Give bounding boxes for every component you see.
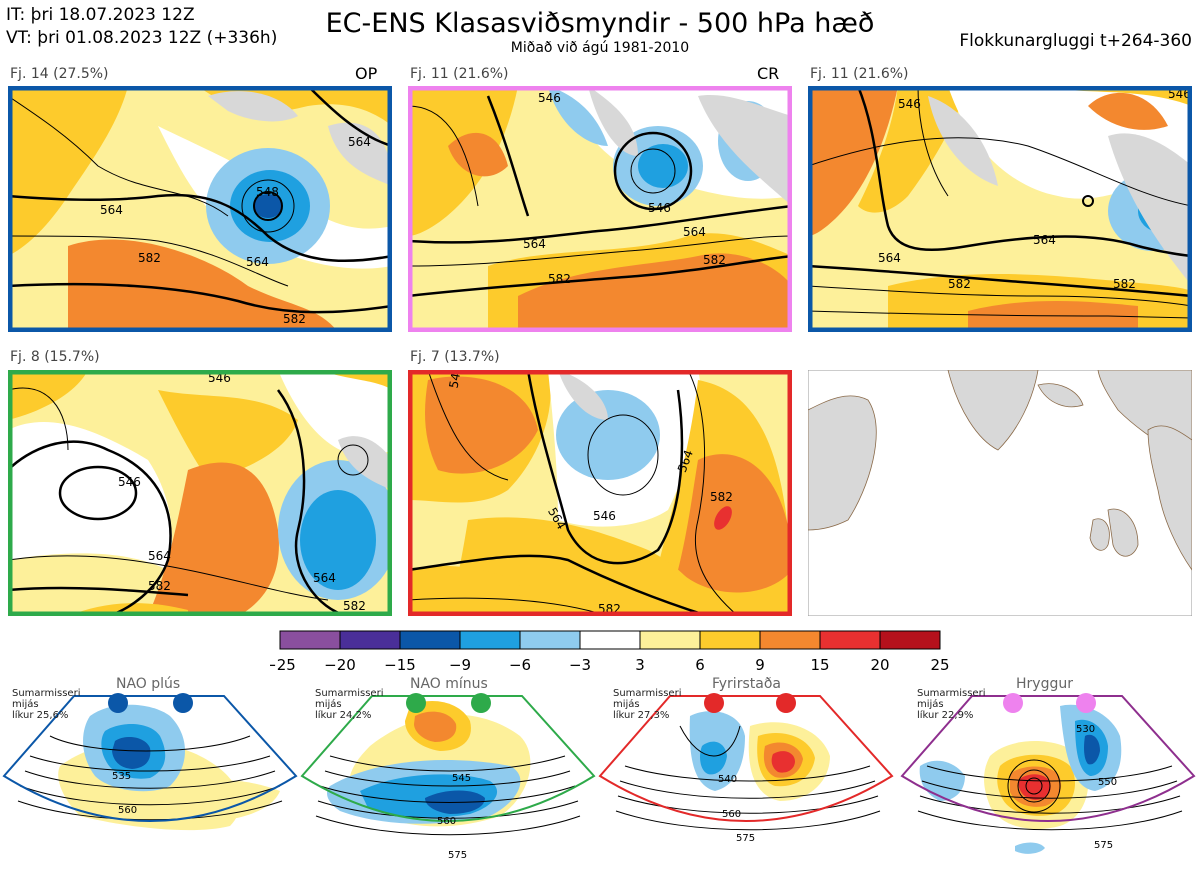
contour-label: 582	[138, 251, 161, 265]
cluster-map-2: 546 546 564 564 582 582	[408, 86, 792, 332]
page-title: EC-ENS Klasasviðsmyndir - 500 hPa hæð	[325, 8, 875, 39]
contour-label: 564	[348, 135, 371, 149]
colorbar-swatch	[819, 630, 881, 650]
contour-label: 564	[148, 549, 171, 563]
contour-label: 564	[683, 225, 706, 239]
contour-label: 548	[256, 185, 279, 199]
colorbar-swatch	[579, 630, 641, 650]
colorbar-tick-label: −15	[384, 656, 416, 674]
regime-blocking: 540 560 575	[598, 693, 894, 844]
svg-text:560: 560	[118, 805, 137, 816]
panel-border	[8, 86, 392, 332]
regime-1-name: NAO plús	[116, 676, 181, 692]
base-map	[808, 370, 1192, 616]
svg-text:530: 530	[1076, 724, 1095, 735]
colorbar-swatch	[399, 630, 461, 650]
contour-label: 546	[648, 201, 671, 215]
svg-text:550: 550	[1098, 777, 1117, 788]
colorbar-tick-label: 25	[930, 656, 949, 674]
contour-label: 582	[948, 277, 971, 291]
colorbar-swatch	[639, 630, 701, 650]
svg-text:560: 560	[722, 809, 741, 820]
page-subtitle: Miðað við ágú 1981-2010	[510, 40, 690, 56]
regime-4-info: Sumarmisseri mijás líkur 22,9%	[917, 688, 986, 721]
panel-2-label: Fj. 11 (21.6%)	[410, 66, 509, 82]
svg-text:575: 575	[1094, 840, 1113, 851]
colorbar-tick-label: −9	[449, 656, 471, 674]
initial-time: IT: þri 18.07.2023 12Z	[6, 5, 195, 25]
colorbar-swatch	[279, 630, 341, 650]
contour-label: 582	[343, 599, 366, 613]
colorbar-swatch	[759, 630, 821, 650]
panel-2-tag: CR	[757, 64, 780, 83]
colorbar-tick-label: 3	[635, 656, 645, 674]
panel-5-label: Fj. 7 (13.7%)	[410, 349, 500, 365]
colorbar: −25 −20 −15 −9 −6 −3 3 6 9 15 20 25	[270, 630, 950, 674]
cluster-map-5: 564 546 564 582 582 546	[408, 370, 792, 616]
regime-1-info: Sumarmisseri mijás líkur 25,6%	[12, 688, 81, 721]
contour-label: 582	[148, 579, 171, 593]
colorbar-tick-label: 6	[695, 656, 705, 674]
colorbar-tick-label: −25	[270, 656, 296, 674]
panel-1-tag: OP	[355, 64, 378, 83]
contour-label: 582	[548, 272, 571, 286]
contour-label: 564	[1033, 233, 1056, 247]
regime-3-name: Fyrirstaða	[712, 676, 781, 692]
colorbar-swatch	[519, 630, 581, 650]
panel-border	[808, 86, 1192, 332]
colorbar-tick-label: 15	[810, 656, 829, 674]
panel-1-label: Fj. 14 (27.5%)	[10, 66, 109, 82]
panel-4-label: Fj. 8 (15.7%)	[10, 349, 100, 365]
panel-border	[408, 370, 792, 616]
svg-text:535: 535	[112, 771, 131, 782]
regime-3-info: Sumarmisseri mijás líkur 27,3%	[613, 688, 682, 721]
svg-text:575: 575	[736, 833, 755, 844]
regime-nao-plus: 535 560	[2, 693, 298, 831]
colorbar-tick-label: 9	[755, 656, 765, 674]
contour-label: 582	[703, 253, 726, 267]
contour-label: 582	[283, 312, 306, 326]
colorbar-tick-label: −20	[324, 656, 356, 674]
contour-label: 582	[710, 490, 733, 504]
classification-window: Flokkunargluggi t+264-360	[959, 31, 1192, 51]
valid-time: VT: þri 01.08.2023 12Z (+336h)	[6, 28, 278, 48]
regime-2-name: NAO mínus	[410, 676, 488, 692]
contour-label: 546	[538, 91, 561, 105]
contour-label: 564	[100, 203, 123, 217]
colorbar-tick-label: −6	[509, 656, 531, 674]
colorbar-swatch	[339, 630, 401, 650]
cluster-map-1: 548 564 564 582 582 564	[8, 86, 392, 332]
contour-label: 546	[898, 97, 921, 111]
panel-border	[8, 370, 392, 616]
contour-label: 582	[1113, 277, 1136, 291]
regime-ridge: 530 550 575	[900, 693, 1196, 854]
panel-3-label: Fj. 11 (21.6%)	[810, 66, 909, 82]
contour-label: 546	[118, 475, 141, 489]
contour-label: 564	[313, 571, 336, 585]
regime-panels: 535 560 545 560 575	[2, 693, 1196, 861]
svg-text:540: 540	[718, 774, 737, 785]
contour-label: 564	[246, 255, 269, 269]
header-times: IT: þri 18.07.2023 12Z VT: þri 01.08.202…	[6, 4, 277, 50]
colorbar-swatch	[459, 630, 521, 650]
colorbar-tick-label: −3	[569, 656, 591, 674]
colorbar-swatch	[699, 630, 761, 650]
svg-text:560: 560	[437, 816, 456, 827]
contour-label: 546	[447, 370, 465, 389]
contour-label: 564	[878, 251, 901, 265]
regime-4-name: Hryggur	[1016, 676, 1073, 692]
regime-nao-minus: 545 560 575	[300, 693, 596, 861]
svg-text:545: 545	[452, 773, 471, 784]
regime-2-info: Sumarmisseri mijás líkur 24,2%	[315, 688, 384, 721]
panel-border	[408, 86, 792, 332]
contour-label: 546	[593, 509, 616, 523]
svg-text:575: 575	[448, 850, 467, 861]
colorbar-tick-label: 20	[870, 656, 889, 674]
contour-label: 564	[523, 237, 546, 251]
cluster-map-3: 546 564 564 582 582 546	[808, 86, 1192, 332]
colorbar-swatch	[879, 630, 941, 650]
cluster-map-4: 546 564 582 564 582 546	[8, 370, 392, 616]
